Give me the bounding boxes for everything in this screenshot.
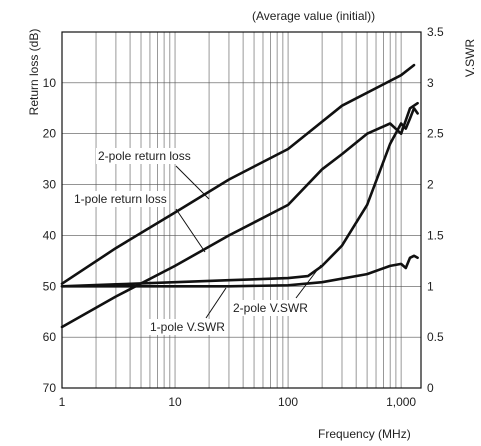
tick-labels: 1 10 100 1,000 10 20 30 40 50 60 70 0 0.5 1 1.5 2 2.5 3 3.… <box>43 25 444 409</box>
annotation-1-pole-v-swr: 1-pole V.SWR <box>148 287 228 335</box>
annotation-text: 2-pole return loss <box>98 149 191 163</box>
annotation-text: 1-pole V.SWR <box>150 320 225 334</box>
series-line-2-pole-return-loss <box>60 63 416 285</box>
y-left-tick-label: 50 <box>43 279 57 293</box>
annotation-text: 1-pole return loss <box>74 192 167 206</box>
annotation-text: 2-pole V.SWR <box>233 301 308 315</box>
y-right-tick-label: 3.5 <box>427 25 444 39</box>
annotation-bg <box>231 300 311 316</box>
y-right-tick-label: 2.5 <box>427 127 444 141</box>
x-tick-label: 1,000 <box>386 395 416 409</box>
x-tick-label: 1 <box>59 395 66 409</box>
annotation-1-pole-return-loss: 1-pole return loss <box>72 191 206 253</box>
y-right-tick-label: 1.5 <box>427 228 444 242</box>
plot-frame <box>61 31 422 389</box>
annotation-leader <box>295 264 322 299</box>
series-line-1-pole-return-loss <box>60 101 419 329</box>
annotation-bg <box>72 191 169 207</box>
grid-lines <box>61 32 421 389</box>
y-axis-right-label: V.SWR <box>463 39 477 78</box>
annotation-leader <box>175 165 210 200</box>
annotation-bg <box>96 148 193 164</box>
y-right-tick-label: 2 <box>427 178 434 192</box>
y-right-tick-label: 0 <box>427 381 434 395</box>
y-left-tick-label: 40 <box>43 228 57 242</box>
annotation-leader <box>175 208 206 253</box>
annotation-2-pole-v-swr: 2-pole V.SWR <box>231 264 322 316</box>
y-right-tick-label: 1 <box>427 279 434 293</box>
series-line-1-pole-v-swr <box>60 254 419 288</box>
y-right-tick-label: 0.5 <box>427 330 444 344</box>
chart-subtitle: (Average value (initial)) <box>252 9 375 23</box>
x-tick-label: 10 <box>168 395 182 409</box>
y-left-tick-label: 60 <box>43 330 57 344</box>
annotation-2-pole-return-loss: 2-pole return loss <box>96 148 210 200</box>
y-left-tick-label: 20 <box>43 127 57 141</box>
series-line-2-pole-v-swr <box>60 107 419 288</box>
series-lines <box>60 63 419 329</box>
y-left-tick-label: 70 <box>43 381 57 395</box>
x-axis-label: Frequency (MHz) <box>318 427 411 441</box>
y-left-tick-label: 10 <box>43 76 57 90</box>
annotation-bg <box>148 319 228 335</box>
y-right-tick-label: 3 <box>427 76 434 90</box>
y-axis-left-label: Return loss (dB) <box>27 29 41 116</box>
x-tick-label: 100 <box>278 395 298 409</box>
series-annotations: 2-pole return loss 1-pole return loss 2-po… <box>72 148 322 335</box>
annotation-leader <box>205 287 227 319</box>
y-left-tick-label: 30 <box>43 178 57 192</box>
